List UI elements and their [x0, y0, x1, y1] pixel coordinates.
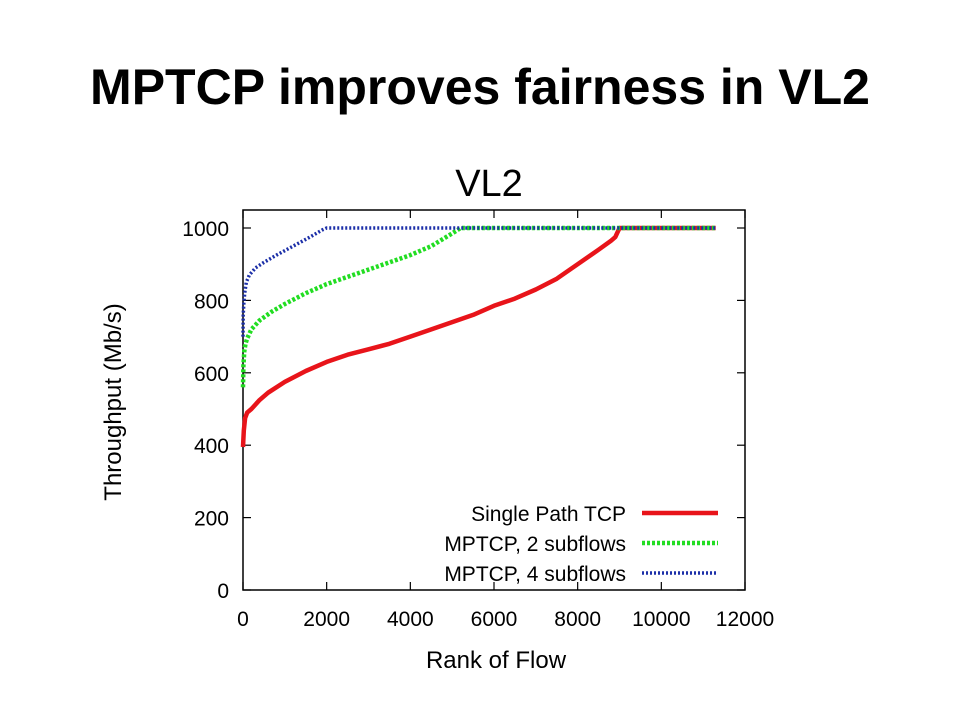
x-tick-label: 2000	[303, 608, 350, 631]
legend-label-1: Single Path TCP	[471, 503, 626, 526]
series-lines	[240, 225, 716, 448]
legend: Single Path TCP MPTCP, 2 subflows MPTCP, 4…	[444, 503, 718, 586]
y-axis: 0 200 400 600 800 1000	[182, 218, 745, 603]
y-tick-label: 400	[194, 435, 229, 458]
slide-title: MPTCP improves fairness in VL2	[90, 59, 870, 115]
x-tick-label: 6000	[471, 608, 518, 631]
y-tick-label: 800	[194, 290, 229, 313]
x-axis: 0 2000 4000 6000 8000 10000 12000	[237, 210, 774, 631]
chart-title: VL2	[455, 163, 523, 205]
x-tick-label: 10000	[632, 608, 690, 631]
y-tick-label: 600	[194, 363, 229, 386]
y-axis-label: Throughput (Mb/s)	[100, 303, 127, 500]
legend-label-2: MPTCP, 2 subflows	[444, 533, 626, 556]
series-line-1	[240, 225, 716, 448]
x-tick-label: 8000	[554, 608, 601, 631]
x-tick-label: 4000	[387, 608, 434, 631]
series-line-3	[241, 226, 716, 337]
y-tick-label: 1000	[182, 218, 229, 241]
legend-label-3: MPTCP, 4 subflows	[444, 563, 626, 586]
y-tick-label: 0	[217, 580, 229, 603]
x-tick-label: 12000	[716, 608, 774, 631]
series-line-2	[240, 225, 716, 388]
x-axis-label: Rank of Flow	[426, 647, 567, 674]
x-tick-label: 0	[237, 608, 249, 631]
y-tick-label: 200	[194, 508, 229, 531]
